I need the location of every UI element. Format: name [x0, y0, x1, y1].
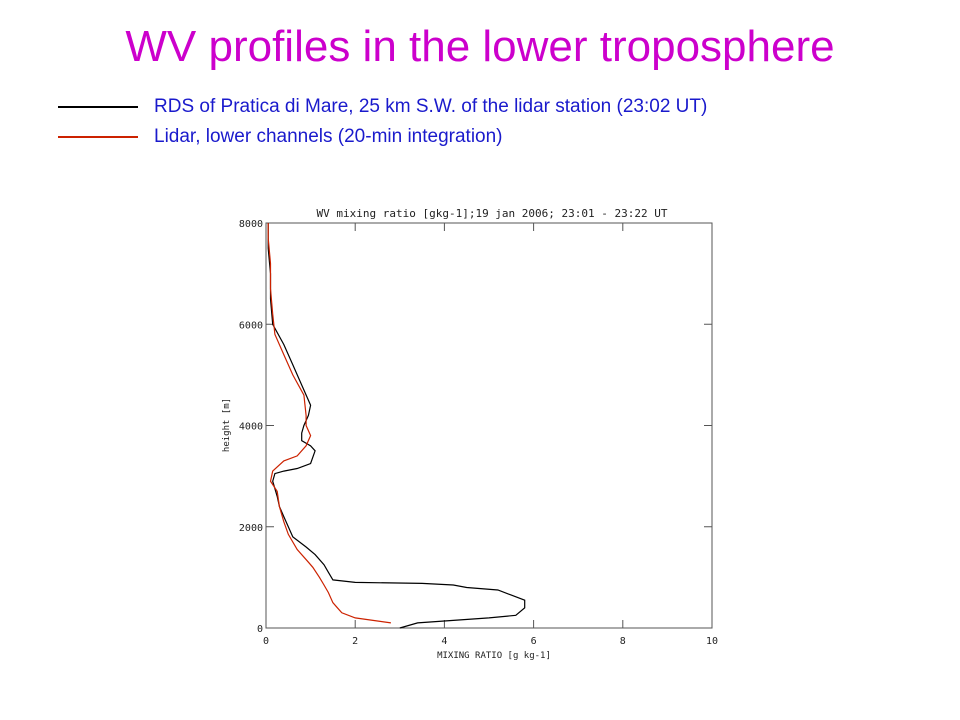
x-tick-label: 4 [441, 636, 447, 647]
wv-mixing-ratio-plot: WV mixing ratio [gkg-1];19 jan 2006; 23:… [222, 207, 718, 661]
legend-label-lidar: Lidar, lower channels (20-min integratio… [154, 126, 503, 147]
slide-title: WV profiles in the lower troposphere [125, 22, 835, 71]
legend-swatch-lidar [58, 136, 138, 138]
y-axis-label: height [m] [222, 398, 232, 452]
x-tick-label: 2 [352, 636, 358, 647]
y-tick-label: 0 [257, 624, 263, 635]
plot-frame [265, 222, 713, 629]
x-tick-label: 0 [263, 636, 269, 647]
y-tick-label: 6000 [239, 320, 263, 331]
x-tick-label: 6 [531, 636, 537, 647]
axis-ticks: 0 2 4 6 8 10 0 2000 4000 6000 8000 [239, 219, 718, 647]
x-axis-label: MIXING RATIO [g kg-1] [437, 651, 551, 661]
lidar-profile-line [267, 223, 391, 624]
y-tick-label: 2000 [239, 523, 263, 534]
x-tick-label: 10 [706, 636, 718, 647]
data-lines [267, 223, 526, 629]
legend-entry-radiosonde: RDS of Pratica di Mare, 25 km S.W. of th… [58, 96, 918, 118]
legend-swatch-radiosonde [58, 106, 138, 108]
legend-entry-lidar: Lidar, lower channels (20-min integratio… [58, 126, 918, 148]
chart-title: WV mixing ratio [gkg-1];19 jan 2006; 23:… [317, 207, 668, 220]
y-tick-label: 4000 [239, 422, 263, 433]
x-tick-label: 8 [620, 636, 626, 647]
y-tick-label: 8000 [239, 219, 263, 230]
legend-label-radiosonde: RDS of Pratica di Mare, 25 km S.W. of th… [154, 96, 708, 117]
